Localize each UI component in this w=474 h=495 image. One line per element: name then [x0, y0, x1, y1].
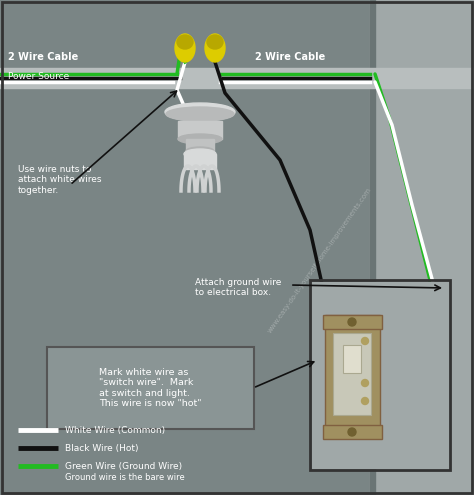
Text: 2 Wire Cable: 2 Wire Cable	[8, 52, 78, 62]
Bar	[186, 139, 214, 151]
Bar	[312, 282, 448, 468]
Text: Ground wire is the bare wire: Ground wire is the bare wire	[65, 473, 185, 482]
Ellipse shape	[362, 338, 368, 345]
Ellipse shape	[165, 103, 235, 121]
Bar	[323, 315, 382, 329]
Ellipse shape	[175, 34, 195, 62]
Bar	[178, 121, 222, 139]
FancyBboxPatch shape	[47, 347, 254, 429]
Bar	[0, 68, 474, 88]
Ellipse shape	[177, 35, 193, 49]
Ellipse shape	[348, 318, 356, 326]
Text: www.easy-do-it-yourself-home-improvements.com: www.easy-do-it-yourself-home-improvement…	[267, 186, 373, 334]
Text: 2 Wire Cable: 2 Wire Cable	[255, 52, 325, 62]
Ellipse shape	[184, 149, 216, 159]
Text: Use wire nuts to
attach white wires
together.: Use wire nuts to attach white wires toge…	[18, 165, 101, 195]
Text: Power Source: Power Source	[8, 72, 69, 81]
Bar	[370, 0, 375, 495]
Bar	[323, 425, 382, 439]
Ellipse shape	[362, 397, 368, 404]
Bar	[343, 345, 361, 373]
Text: Black Wire (Hot): Black Wire (Hot)	[65, 445, 138, 453]
Ellipse shape	[207, 35, 223, 49]
Ellipse shape	[205, 34, 225, 62]
Ellipse shape	[186, 147, 214, 155]
Ellipse shape	[362, 380, 368, 387]
Ellipse shape	[178, 134, 222, 144]
Text: White Wire (Common): White Wire (Common)	[65, 427, 165, 436]
Text: Attach ground wire
to electrical box.: Attach ground wire to electrical box.	[195, 278, 282, 297]
Ellipse shape	[348, 428, 356, 436]
Text: Green Wire (Ground Wire): Green Wire (Ground Wire)	[65, 461, 182, 471]
Bar	[184, 154, 216, 169]
Bar	[310, 280, 450, 470]
Bar	[333, 333, 371, 415]
Bar	[325, 315, 380, 435]
Bar	[370, 0, 474, 495]
Ellipse shape	[166, 107, 234, 121]
Text: Mark white wire as
"switch wire".  Mark
at switch and light.
This wire is now "h: Mark white wire as "switch wire". Mark a…	[99, 368, 202, 408]
